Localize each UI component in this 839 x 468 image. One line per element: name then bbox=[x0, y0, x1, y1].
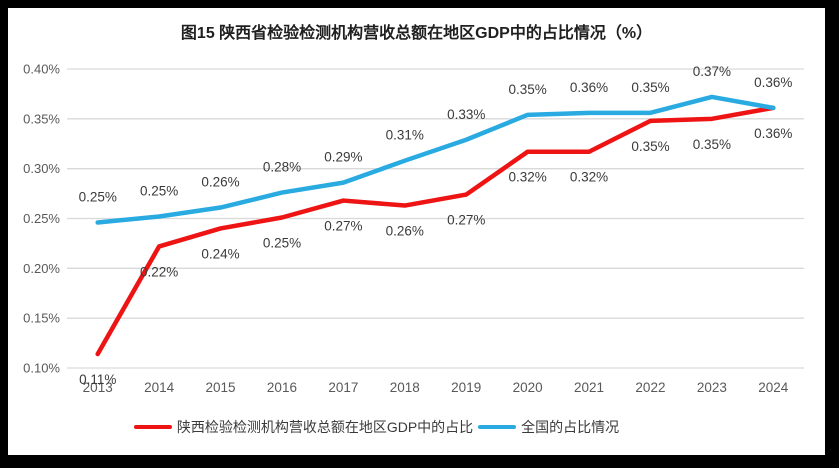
data-label: 0.25% bbox=[79, 189, 117, 204]
data-label: 0.33% bbox=[447, 107, 485, 122]
data-label: 0.25% bbox=[140, 184, 178, 199]
x-tick-label: 2015 bbox=[206, 380, 236, 395]
data-label: 0.29% bbox=[324, 150, 362, 165]
data-label: 0.36% bbox=[570, 80, 608, 95]
chart-panel: 图15 陕西省检验检测机构营收总额在地区GDP中的占比情况（%） 0.10% 0.… bbox=[8, 8, 825, 455]
data-label: 0.35% bbox=[631, 80, 669, 95]
y-tick-label: 0.15% bbox=[23, 311, 60, 326]
x-tick-label: 2019 bbox=[451, 380, 481, 395]
data-label: 0.36% bbox=[754, 126, 792, 141]
data-label: 0.37% bbox=[693, 64, 731, 79]
data-label: 0.32% bbox=[570, 170, 608, 185]
line-chart: 0.10% 0.15% 0.20% 0.25% 0.30% 0.35% 0.40% 2013 2… bbox=[23, 62, 804, 395]
data-label: 0.27% bbox=[324, 219, 362, 234]
data-label: 0.25% bbox=[263, 236, 301, 251]
y-tick-label: 0.25% bbox=[23, 211, 60, 226]
x-tick-label: 2023 bbox=[697, 380, 727, 395]
x-tick-label: 2021 bbox=[574, 380, 604, 395]
x-tick-label: 2024 bbox=[758, 380, 789, 395]
data-label: 0.28% bbox=[263, 160, 301, 175]
data-label: 0.36% bbox=[754, 75, 792, 90]
legend-label-national: 全国的占比情况 bbox=[521, 419, 620, 435]
data-label: 0.26% bbox=[386, 224, 424, 239]
x-tick-label: 2013 bbox=[83, 380, 113, 395]
legend-label-shaanxi: 陕西检验检测机构营收总额在地区GDP中的占比 bbox=[176, 419, 474, 435]
legend-swatch-shaanxi-icon bbox=[133, 424, 172, 430]
x-tick-label: 2017 bbox=[328, 380, 358, 395]
legend-swatch-national-icon bbox=[478, 424, 517, 430]
x-tick-label: 2018 bbox=[390, 380, 420, 395]
data-label: 0.31% bbox=[386, 128, 424, 143]
data-label: 0.22% bbox=[140, 264, 178, 279]
series-line-1 bbox=[95, 94, 776, 225]
x-tick-label: 2022 bbox=[635, 380, 665, 395]
data-label: 0.11% bbox=[79, 372, 116, 387]
y-tick-label: 0.30% bbox=[23, 161, 60, 176]
data-label: 0.24% bbox=[201, 246, 239, 261]
y-tick-label: 0.35% bbox=[23, 111, 60, 126]
data-label: 0.26% bbox=[201, 175, 239, 190]
chart-title: 图15 陕西省检验检测机构营收总额在地区GDP中的占比情况（%） bbox=[180, 25, 653, 42]
data-label: 0.35% bbox=[508, 82, 546, 97]
series-line-0 bbox=[95, 105, 776, 357]
y-tick-label: 0.20% bbox=[23, 261, 60, 276]
data-label: 0.27% bbox=[447, 213, 485, 228]
x-tick-label: 2014 bbox=[144, 380, 175, 395]
y-tick-label: 0.40% bbox=[23, 62, 60, 77]
data-label: 0.35% bbox=[693, 137, 731, 152]
x-tick-label: 2020 bbox=[513, 380, 543, 395]
y-tick-label: 0.10% bbox=[23, 361, 60, 376]
data-label: 0.32% bbox=[508, 170, 546, 185]
legend: 陕西检验检测机构营收总额在地区GDP中的占比 全国的占比情况 bbox=[0, 417, 785, 437]
data-label: 0.35% bbox=[631, 139, 669, 154]
x-tick-label: 2016 bbox=[267, 380, 297, 395]
